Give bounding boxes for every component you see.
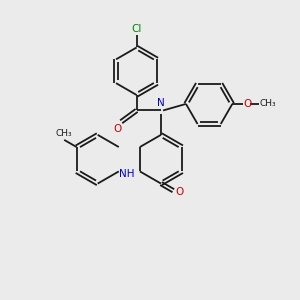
Text: N: N: [158, 98, 165, 108]
Text: O: O: [175, 187, 183, 197]
Text: O: O: [243, 99, 251, 109]
Text: O: O: [113, 124, 121, 134]
Text: CH₃: CH₃: [56, 128, 73, 137]
Text: CH₃: CH₃: [260, 99, 277, 108]
Text: Cl: Cl: [131, 24, 142, 34]
Text: NH: NH: [119, 169, 134, 179]
